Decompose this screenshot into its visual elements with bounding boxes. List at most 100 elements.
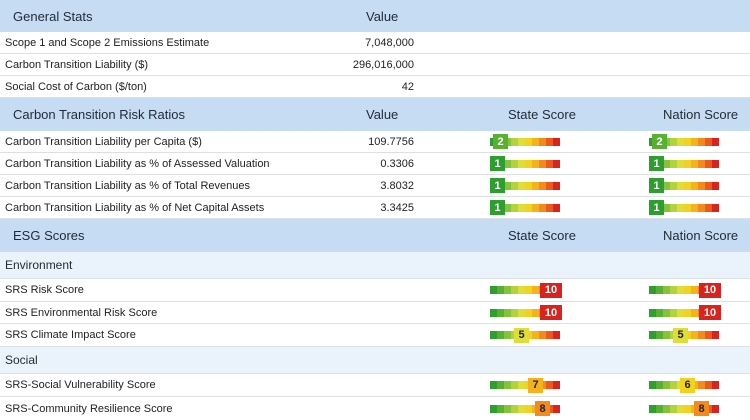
score-scale-segment (511, 381, 518, 389)
nation-score-gauge: 10 (649, 279, 723, 301)
score-scale-segment (663, 381, 670, 389)
score-scale-segment (712, 181, 719, 190)
score-scale-segment (553, 159, 560, 168)
score-scale-segment (712, 203, 719, 212)
score-scale-segment (705, 203, 712, 212)
score-scale-segment (525, 159, 532, 168)
score-scale-segment (553, 181, 560, 190)
score-scale-segment (490, 331, 497, 339)
score-scale-segment (677, 203, 684, 212)
general-stats-title: General Stats (13, 8, 93, 24)
score-scale-segment (546, 203, 553, 212)
score-badge: 7 (528, 377, 543, 393)
esg-title: ESG Scores (13, 228, 85, 243)
state-score-gauge: 5 (490, 324, 564, 346)
score-scale-segment (691, 159, 698, 168)
score-scale-bar (490, 381, 560, 389)
score-badge: 2 (652, 134, 667, 149)
score-badge: 1 (490, 178, 505, 193)
score-scale-segment (511, 159, 518, 168)
state-score-heading: State Score (508, 107, 576, 122)
score-scale-segment (649, 308, 656, 317)
row-label: SRS Environmental Risk Score (5, 306, 158, 319)
score-scale-segment (511, 181, 518, 190)
table-row: SRS-Social Vulnerability Score 7 6 (0, 374, 750, 397)
score-scale-segment (532, 308, 539, 317)
ratios-header: Carbon Transition Risk Ratios Value Stat… (0, 98, 750, 131)
score-scale-segment (684, 159, 691, 168)
row-value: 3.3425 (380, 201, 414, 214)
score-scale-segment (712, 331, 719, 339)
score-scale-segment (553, 203, 560, 212)
score-scale-segment (525, 203, 532, 212)
score-scale-segment (511, 203, 518, 212)
nation-score-gauge: 2 (649, 131, 723, 152)
score-scale-segment (691, 137, 698, 146)
score-badge: 1 (649, 156, 664, 171)
nation-score-gauge: 5 (649, 324, 723, 346)
score-scale-segment (663, 159, 670, 168)
score-scale-segment (518, 159, 525, 168)
score-scale-segment (525, 308, 532, 317)
score-scale-segment (712, 159, 719, 168)
score-scale-segment (553, 404, 560, 413)
score-scale-segment (518, 203, 525, 212)
table-row: Carbon Transition Liability as % of Net … (0, 197, 750, 219)
score-badge: 8 (694, 401, 709, 416)
state-score-gauge: 10 (490, 279, 564, 301)
score-badge: 5 (514, 327, 529, 343)
score-scale-segment (677, 159, 684, 168)
score-scale-segment (504, 404, 511, 413)
score-scale-segment (663, 331, 670, 339)
state-score-gauge: 1 (490, 175, 564, 196)
score-scale-segment (670, 381, 677, 389)
score-scale-segment (497, 286, 504, 294)
score-scale-segment (532, 137, 539, 146)
table-row: Social Cost of Carbon ($/ton) 42 (0, 76, 750, 98)
state-score-gauge: 1 (490, 197, 564, 218)
score-scale-segment (532, 159, 539, 168)
score-scale-segment (504, 308, 511, 317)
score-scale-segment (705, 181, 712, 190)
score-badge: 10 (699, 305, 721, 320)
score-scale-segment (656, 286, 663, 294)
score-scale-segment (649, 381, 656, 389)
score-scale-segment (684, 404, 691, 413)
state-score-heading: State Score (508, 228, 576, 243)
score-badge: 10 (540, 282, 562, 298)
score-scale-segment (670, 137, 677, 146)
score-scale-segment (656, 404, 663, 413)
score-scale-segment (532, 181, 539, 190)
score-scale-segment (691, 286, 698, 294)
row-label: SRS-Social Vulnerability Score (5, 379, 156, 391)
table-row: SRS Environmental Risk Score 10 10 (0, 302, 750, 324)
environment-subheader: Environment (0, 252, 750, 279)
row-label: Social Cost of Carbon ($/ton) (5, 80, 147, 93)
score-scale-segment (539, 159, 546, 168)
score-scale-segment (532, 286, 539, 294)
row-label: Carbon Transition Liability as % of Tota… (5, 179, 250, 192)
score-scale-segment (698, 331, 705, 339)
score-scale-segment (518, 181, 525, 190)
score-scale-segment (553, 137, 560, 146)
score-scale-segment (504, 181, 511, 190)
score-scale-segment (546, 181, 553, 190)
score-badge: 1 (649, 200, 664, 215)
table-row: SRS Risk Score 10 10 (0, 279, 750, 302)
score-scale-segment (705, 159, 712, 168)
row-label: SRS Risk Score (5, 284, 84, 296)
score-scale-segment (684, 181, 691, 190)
score-scale-segment (504, 331, 511, 339)
score-scale-segment (691, 331, 698, 339)
state-score-gauge: 7 (490, 374, 564, 396)
score-scale-segment (532, 203, 539, 212)
score-scale-segment (670, 181, 677, 190)
table-row: Carbon Transition Liability as % of Tota… (0, 175, 750, 197)
score-scale-segment (663, 404, 670, 413)
row-value: 0.3306 (380, 157, 414, 170)
row-label: SRS Climate Impact Score (5, 329, 136, 341)
score-scale-segment (705, 331, 712, 339)
ratios-value-heading: Value (366, 107, 399, 122)
state-score-gauge: 2 (490, 131, 564, 152)
state-score-gauge: 1 (490, 153, 564, 174)
